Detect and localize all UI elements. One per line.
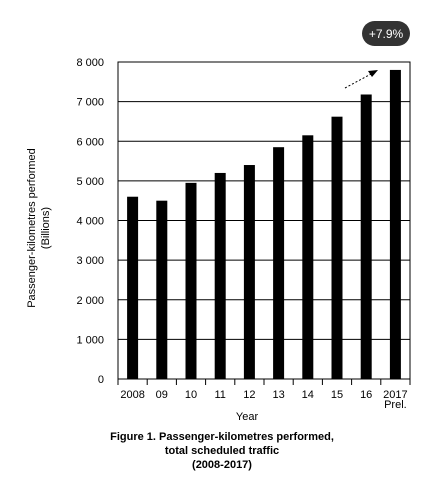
- x-tick-label: 2008: [120, 389, 144, 401]
- y-tick-label: 6 000: [76, 136, 104, 148]
- growth-badge-text: +7.9%: [369, 27, 404, 41]
- bar: [331, 116, 343, 380]
- figure-caption-line-1: Figure 1. Passenger-kilometres performed…: [110, 431, 334, 443]
- bar: [273, 147, 285, 379]
- growth-arrow: [344, 73, 372, 89]
- y-tick-label: 3 000: [76, 255, 104, 267]
- axes: [117, 61, 411, 385]
- y-tick-labels: 0 1 000 2 000 3 000 4 000 5 000 6 000 7 000 8 00…: [76, 57, 104, 386]
- bar: [185, 182, 197, 379]
- y-tick-label: 1 000: [76, 334, 104, 346]
- bar: [243, 165, 255, 379]
- bars: [127, 69, 401, 380]
- bar: [127, 196, 139, 379]
- bar: [360, 94, 372, 380]
- bar: [156, 200, 168, 379]
- growth-annotation: +7.9%: [344, 21, 410, 89]
- y-axis-title: Passenger-kilometres performed: [26, 148, 38, 308]
- x-tick-label: 09: [156, 389, 168, 401]
- figure-caption-line-3: (2008-2017): [192, 459, 252, 471]
- bar: [389, 69, 401, 380]
- x-tick-label: 12: [243, 389, 255, 401]
- y-axis-subtitle: (Billions): [40, 207, 52, 249]
- x-tick-label: 13: [272, 389, 284, 401]
- x-tick-label: 14: [302, 389, 314, 401]
- x-tick-label: 11: [214, 389, 225, 401]
- y-tick-label: 8 000: [76, 57, 104, 69]
- x-tick-label: 2017: [383, 389, 407, 401]
- x-tick-label: 15: [331, 389, 343, 401]
- x-tick-label: 10: [185, 389, 197, 401]
- bar: [214, 172, 226, 379]
- y-tick-label: 7 000: [76, 97, 104, 109]
- y-tick-label: 0: [98, 374, 104, 386]
- x-tick-sublabel: Prel.: [384, 399, 407, 411]
- y-tick-label: 4 000: [76, 216, 104, 228]
- x-tick-label: 16: [360, 389, 372, 401]
- y-tick-label: 2 000: [76, 295, 104, 307]
- figure-caption-line-2: total scheduled traffic: [164, 445, 280, 457]
- y-tick-label: 5 000: [76, 176, 104, 188]
- x-axis-title: Year: [236, 411, 259, 423]
- bar: [302, 135, 314, 379]
- growth-badge: [362, 21, 410, 46]
- growth-arrow-head-icon: [368, 70, 378, 77]
